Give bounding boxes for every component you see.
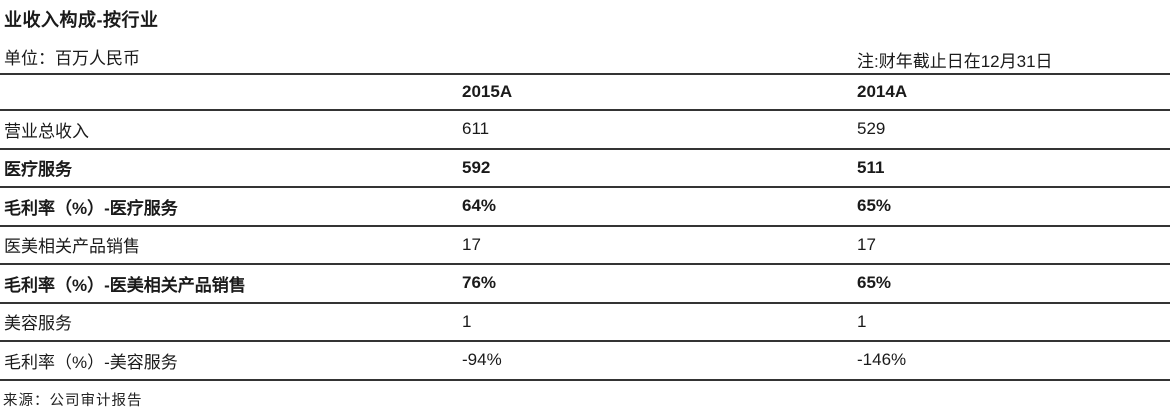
value-2015a: 76%	[462, 264, 857, 304]
row-label: 毛利率（%）-医美相关产品销售	[0, 264, 462, 304]
unit-label: 单位：百万人民币	[4, 48, 140, 68]
value-2015a: -94%	[462, 341, 857, 381]
value-2015a: 1	[462, 302, 857, 342]
value-2014a: 17	[857, 225, 1170, 265]
value-2015a: 64%	[462, 187, 857, 227]
revenue-table: 2015A 2014A 营业总收入 611 529 医疗服务 592 511 毛…	[0, 75, 1170, 381]
value-2015a: 611	[462, 110, 857, 150]
table-header-row: 2015A 2014A	[0, 75, 1170, 111]
table-row: 美容服务 1 1	[0, 302, 1170, 342]
table-row: 医疗服务 592 511	[0, 148, 1170, 188]
page-title: 业收入构成-按行业	[4, 10, 159, 30]
value-2014a: 529	[857, 110, 1170, 150]
value-2015a: 17	[462, 225, 857, 265]
table-row: 医美相关产品销售 17 17	[0, 225, 1170, 265]
row-label: 医美相关产品销售	[0, 225, 462, 265]
row-label: 毛利率（%）-医疗服务	[0, 187, 462, 227]
meta-row: 单位：百万人民币 注:财年截止日在12月31日	[0, 39, 1170, 75]
table-row: 毛利率（%）-医美相关产品销售 76% 65%	[0, 264, 1170, 304]
value-2014a: 511	[857, 148, 1170, 188]
table-row: 毛利率（%）-医疗服务 64% 65%	[0, 187, 1170, 227]
row-label: 毛利率（%）-美容服务	[0, 341, 462, 381]
value-2014a: 65%	[857, 264, 1170, 304]
col-header-2014a: 2014A	[857, 75, 1170, 111]
table-body: 营业总收入 611 529 医疗服务 592 511 毛利率（%）-医疗服务 6…	[0, 110, 1170, 381]
col-header-2015a: 2015A	[462, 75, 857, 111]
col-header-empty	[0, 75, 462, 111]
value-2014a: -146%	[857, 341, 1170, 381]
row-label: 美容服务	[0, 302, 462, 342]
source-note: 来源：公司审计报告	[3, 392, 143, 409]
fiscal-year-note: 注:财年截止日在12月31日	[857, 52, 1053, 71]
table-row: 营业总收入 611 529	[0, 110, 1170, 150]
value-2014a: 65%	[857, 187, 1170, 227]
row-label: 营业总收入	[0, 110, 462, 150]
row-label: 医疗服务	[0, 148, 462, 188]
value-2014a: 1	[857, 302, 1170, 342]
value-2015a: 592	[462, 148, 857, 188]
table-row: 毛利率（%）-美容服务 -94% -146%	[0, 341, 1170, 381]
